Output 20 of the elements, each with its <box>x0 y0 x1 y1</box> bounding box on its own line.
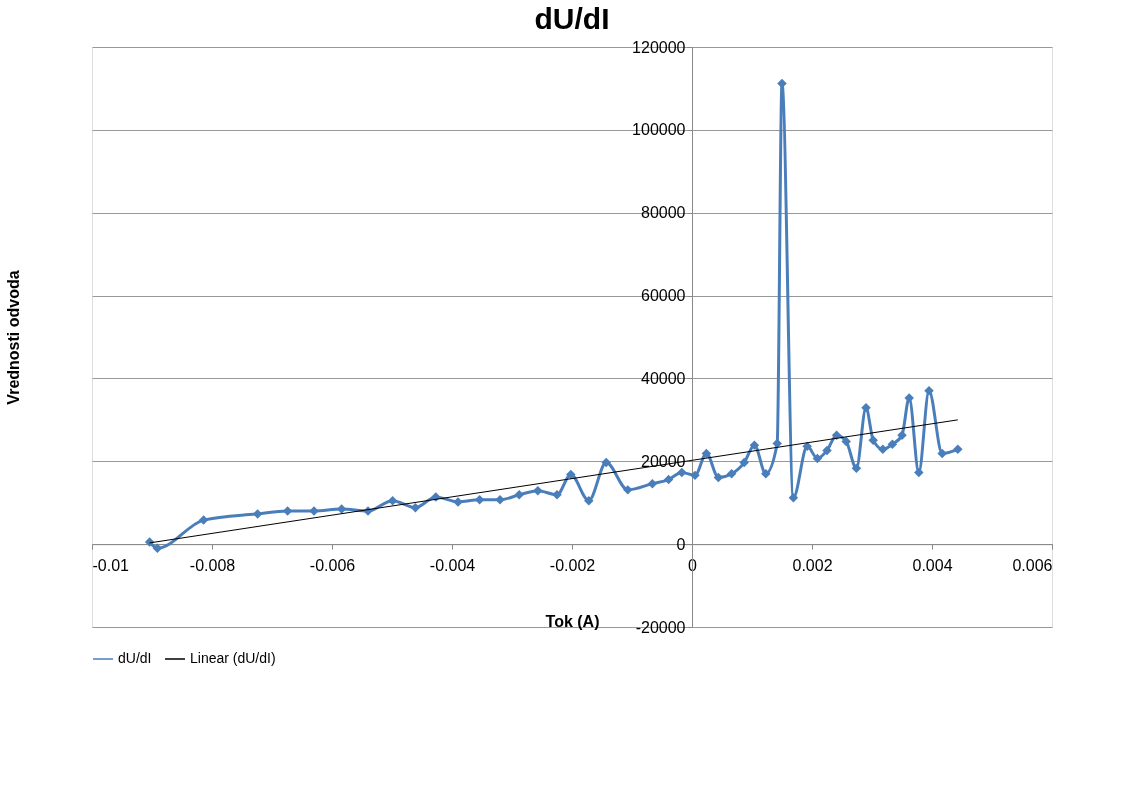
x-tick-label: -0.006 <box>309 556 356 574</box>
legend-label: dU/dI <box>118 650 152 666</box>
y-tick-label: 80000 <box>641 204 686 222</box>
x-tick-label: -0.002 <box>549 556 596 574</box>
y-tick-label: 100000 <box>632 121 686 139</box>
x-tick-label: 0.002 <box>792 556 833 574</box>
y-tick-label: 40000 <box>641 369 686 387</box>
y-tick-label: 120000 <box>632 38 686 56</box>
x-tick-label: -0.01 <box>92 556 130 574</box>
x-tick-label: 0.004 <box>912 556 953 574</box>
y-tick-label: 60000 <box>641 287 686 305</box>
x-axis-title: Tok (A) <box>545 612 600 630</box>
x-tick-label: -0.004 <box>429 556 476 574</box>
y-tick-label: -20000 <box>635 618 686 636</box>
y-tick-label: 0 <box>676 535 686 553</box>
chart-title: dU/dI <box>534 2 610 35</box>
legend-label: Linear (dU/dI) <box>190 650 276 666</box>
y-axis-title: Vrednosti odvoda <box>5 270 23 405</box>
x-tick-label: 0.006 <box>1012 556 1053 574</box>
x-tick-label: -0.008 <box>189 556 236 574</box>
